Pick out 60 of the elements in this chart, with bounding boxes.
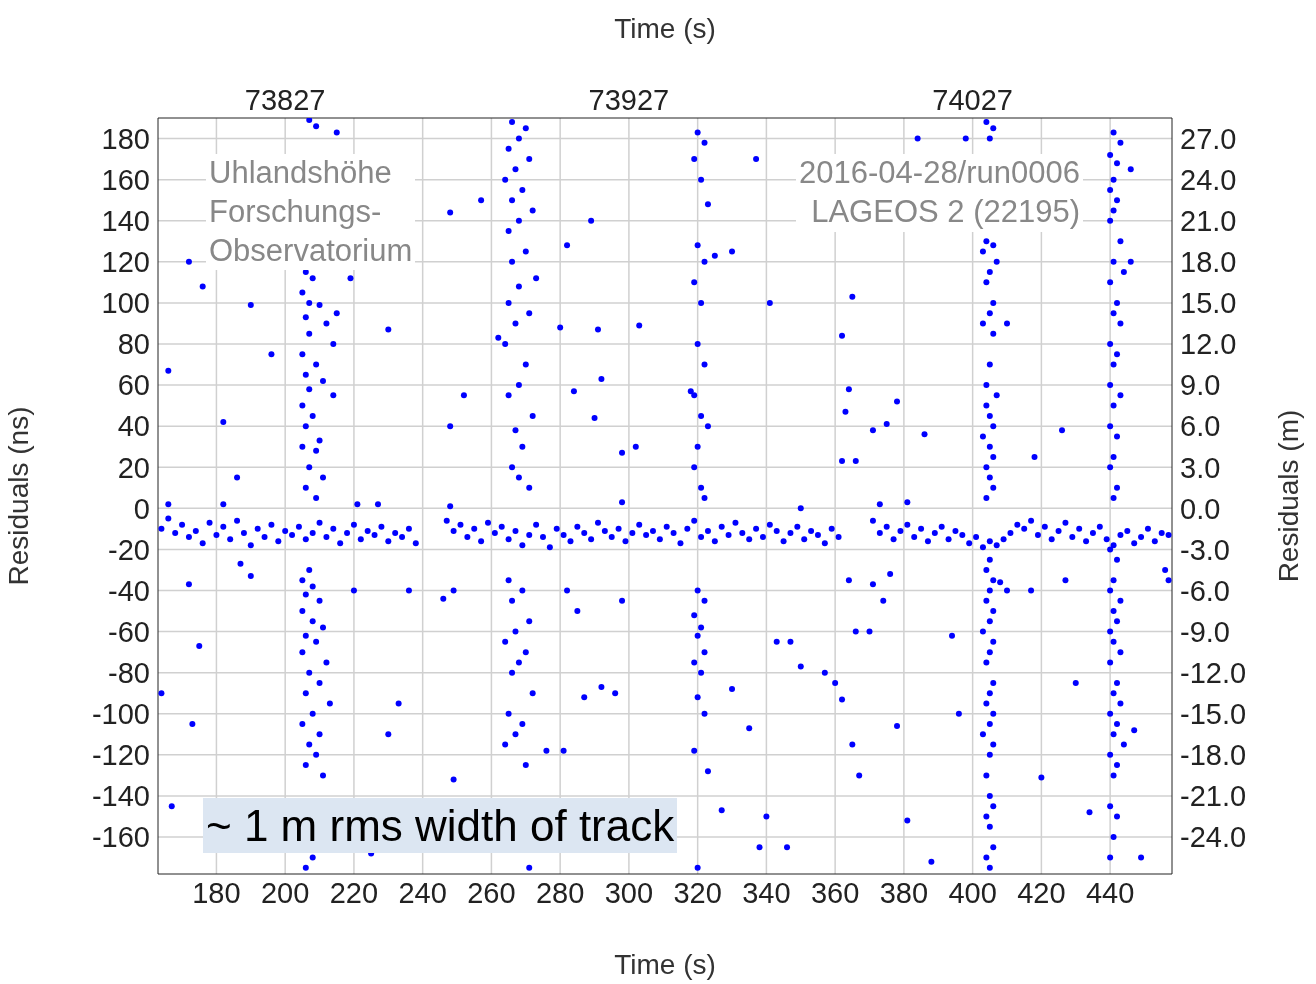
x-tick-label: 240 [398, 876, 447, 909]
annotation: ~ 1 m rms width of track [203, 798, 678, 853]
x-tick-label: 180 [192, 876, 241, 909]
x-tick-label: 300 [604, 876, 654, 909]
y-tick-label: -120 [91, 739, 150, 772]
y-tick-label: -40 [108, 574, 150, 607]
y2-tick-label: -21.0 [1180, 780, 1247, 813]
y2-tick-label: 12.0 [1180, 328, 1237, 361]
y-tick-label: -160 [91, 821, 150, 854]
x-tick-label: 320 [673, 876, 722, 909]
x2-axis-title: Time (s) [614, 12, 716, 44]
y-tick-label: 80 [117, 328, 150, 361]
x-tick-label: 280 [535, 876, 585, 909]
y-tick-label: -140 [91, 780, 150, 813]
y2-tick-label: 24.0 [1180, 163, 1237, 196]
x-tick-label: 400 [948, 876, 997, 909]
y-tick-label: 140 [101, 205, 150, 238]
y2-tick-label: -6.0 [1180, 574, 1230, 607]
x2-tick-label: 74027 [932, 84, 1013, 116]
x-tick-label: 420 [1017, 876, 1066, 909]
annotation: Uhlandshöhe Forschungs- Observatorium [206, 154, 416, 271]
y2-tick-label: 21.0 [1180, 205, 1237, 238]
y-tick-label: -60 [108, 615, 150, 648]
y-tick-label: -80 [108, 656, 150, 689]
y-tick-label: 100 [101, 287, 150, 320]
y2-tick-label: 9.0 [1180, 369, 1221, 402]
y2-tick-label: 27.0 [1180, 122, 1237, 155]
x-tick-label: 260 [467, 876, 516, 909]
y2-tick-label: -12.0 [1180, 656, 1247, 689]
y2-tick-label: -18.0 [1180, 739, 1247, 772]
x-tick-label: 220 [329, 876, 379, 909]
x-tick-label: 380 [879, 876, 929, 909]
x2-tick-label: 73827 [244, 84, 326, 116]
x-tick-label: 440 [1085, 876, 1135, 909]
y2-tick-label: -3.0 [1180, 533, 1230, 566]
y-tick-label: 180 [101, 122, 150, 155]
y2-axis-title: Residuals (m) [1272, 409, 1304, 583]
x-tick-label: 340 [742, 876, 791, 909]
y-tick-label: 40 [117, 410, 150, 443]
y2-tick-label: 3.0 [1180, 451, 1221, 484]
annotation: 2016-04-28/run0006 LAGEOS 2 (22195) [796, 154, 1083, 232]
y2-tick-label: 18.0 [1180, 246, 1237, 279]
x-tick-label: 200 [260, 876, 310, 909]
y-axis-title: Residuals (ns) [2, 406, 34, 586]
x-axis-title: Time (s) [614, 949, 716, 980]
y2-tick-label: 6.0 [1180, 410, 1221, 443]
y-tick-label: 20 [117, 451, 150, 484]
y-tick-label: -20 [108, 533, 150, 566]
y-tick-label: 60 [117, 369, 150, 402]
y-tick-label: 160 [101, 163, 150, 196]
y-tick-label: 120 [101, 246, 150, 279]
x2-tick-label: 73927 [588, 84, 670, 116]
y2-tick-label: 0.0 [1180, 492, 1221, 525]
y-tick-label: 0 [133, 492, 150, 525]
y2-tick-label: 15.0 [1180, 287, 1237, 320]
y2-tick-label: -9.0 [1180, 615, 1230, 648]
x-tick-label: 360 [810, 876, 860, 909]
y2-tick-label: -15.0 [1180, 698, 1247, 731]
y-tick-label: -100 [91, 698, 150, 731]
y2-tick-label: -24.0 [1180, 821, 1247, 854]
